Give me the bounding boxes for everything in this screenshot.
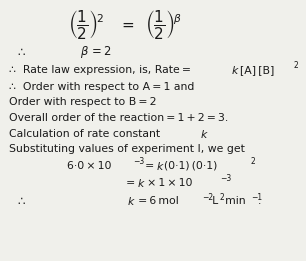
Text: min: min [223, 197, 246, 206]
Text: $\left(\dfrac{1}{2}\right)^{\!\beta}$: $\left(\dfrac{1}{2}\right)^{\!\beta}$ [145, 8, 182, 41]
Text: −2: −2 [202, 193, 213, 202]
Text: $k$: $k$ [156, 160, 165, 172]
Text: −3: −3 [133, 157, 144, 166]
Text: Order with respect to B = 2: Order with respect to B = 2 [9, 97, 157, 107]
Text: ∴: ∴ [17, 46, 24, 59]
Text: $\beta\,=2$: $\beta\,=2$ [80, 44, 111, 60]
Text: =: = [143, 161, 157, 171]
Text: $k$: $k$ [137, 177, 146, 189]
Text: .: . [258, 197, 261, 206]
Text: $k$: $k$ [200, 128, 209, 140]
Text: (0·1) (0·1): (0·1) (0·1) [164, 161, 217, 171]
Text: $k$: $k$ [231, 64, 240, 76]
Text: 2: 2 [220, 193, 225, 202]
Text: 2: 2 [250, 157, 255, 166]
Text: $k$: $k$ [127, 195, 136, 207]
Text: Substituting values of experiment I, we get: Substituting values of experiment I, we … [9, 144, 245, 154]
Text: ∴  Rate law expression, is, Rate =: ∴ Rate law expression, is, Rate = [9, 65, 193, 75]
Text: $\left(\dfrac{1}{2}\right)^{\!2}$: $\left(\dfrac{1}{2}\right)^{\!2}$ [68, 8, 104, 41]
Text: ∴  Order with respect to A = 1 and: ∴ Order with respect to A = 1 and [9, 82, 195, 92]
Text: = 6 mol: = 6 mol [136, 197, 179, 206]
Text: −1: −1 [251, 193, 262, 202]
Text: Overall order of the reaction = 1 + 2 = 3.: Overall order of the reaction = 1 + 2 = … [9, 113, 229, 123]
Text: ∴: ∴ [17, 195, 24, 208]
Text: × 1 × 10: × 1 × 10 [145, 178, 193, 188]
Text: 2: 2 [294, 61, 299, 70]
Text: 6·0 × 10: 6·0 × 10 [67, 161, 112, 171]
Text: −3: −3 [220, 174, 232, 183]
Text: $=$: $=$ [119, 17, 135, 32]
Text: =: = [124, 178, 137, 188]
Text: Calculation of rate constant: Calculation of rate constant [9, 129, 162, 139]
Text: L: L [210, 197, 218, 206]
Text: [A] [B]: [A] [B] [240, 65, 274, 75]
